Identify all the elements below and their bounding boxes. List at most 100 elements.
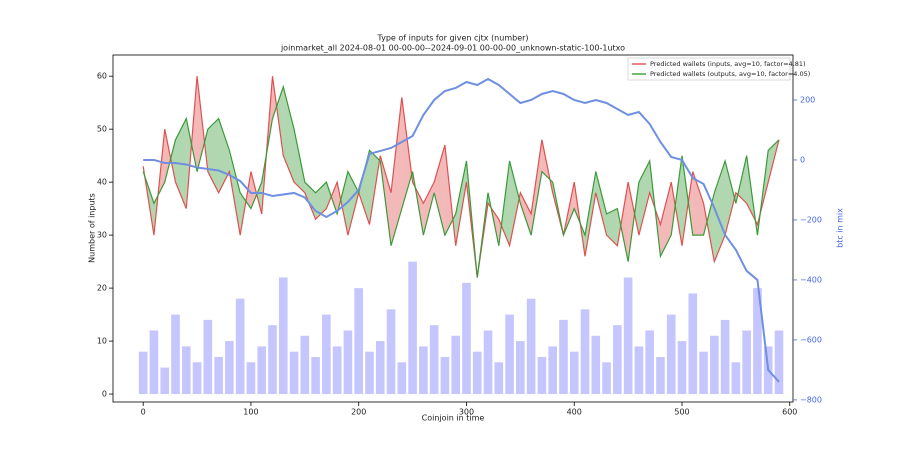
y2-tick-label: −600 (800, 335, 822, 344)
bar (246, 362, 256, 395)
bar (268, 325, 277, 395)
fill-between (628, 182, 635, 262)
bar (645, 330, 654, 395)
fill-between (229, 150, 241, 236)
y-tick-label: 50 (97, 125, 107, 134)
bar (753, 288, 762, 395)
bar (429, 325, 439, 395)
y-tick-label: 10 (97, 337, 107, 346)
y-tick-label: 0 (102, 390, 107, 399)
fill-between (634, 182, 639, 236)
bar (634, 346, 644, 395)
bar (171, 314, 180, 395)
x-tick-label: 100 (243, 408, 258, 417)
y2-tick-label: −400 (800, 275, 822, 284)
x-tick-label: 400 (567, 408, 582, 417)
line (142, 84, 780, 278)
fill-between (170, 139, 176, 183)
bar (462, 282, 471, 395)
bar (613, 325, 622, 395)
bar (688, 293, 698, 395)
fill-between (682, 155, 689, 246)
bar (656, 356, 665, 395)
bar (742, 330, 751, 395)
fill-between (660, 182, 672, 257)
x-tick-label: 300 (459, 408, 474, 417)
y-tick-label: 40 (97, 178, 107, 187)
fill-between (606, 208, 618, 246)
bar (408, 261, 417, 395)
bar (580, 309, 590, 395)
bar (623, 277, 633, 395)
y2-tick-label: −200 (800, 215, 822, 224)
chart-title: Type of inputs for given cjtx (number) (376, 34, 528, 43)
bar (569, 351, 579, 395)
bar (548, 346, 557, 395)
fill-between (434, 145, 445, 236)
y-tick-label: 20 (97, 284, 107, 293)
bar (365, 351, 374, 395)
fill-between (585, 171, 596, 257)
fill-between (706, 192, 715, 262)
fill-between (250, 171, 257, 209)
y-tick-label: 60 (97, 72, 107, 81)
fill-between (347, 171, 359, 236)
fill-between (401, 97, 412, 209)
fill-between (501, 160, 510, 246)
line (142, 76, 780, 278)
bar (505, 314, 514, 395)
bar (322, 314, 331, 395)
bar (181, 346, 191, 395)
fill-between (671, 182, 676, 236)
bar (774, 330, 784, 395)
bar (720, 319, 730, 395)
fill-between (337, 182, 341, 214)
legend-label: Predicted wallets (outputs, avg=10, fact… (650, 70, 810, 78)
fill-between (455, 160, 467, 246)
bar (731, 362, 741, 395)
fill-between (304, 182, 316, 220)
bar (516, 341, 525, 395)
line (143, 77, 780, 383)
fill-between (725, 160, 735, 236)
bar (332, 346, 342, 395)
bar (602, 362, 611, 395)
bar (440, 356, 450, 395)
fill-between (315, 182, 327, 220)
bar (354, 288, 364, 395)
bar (375, 341, 385, 395)
bar (537, 356, 547, 395)
y-tick-label: 30 (97, 231, 107, 240)
bar (677, 341, 687, 395)
bar (397, 362, 407, 395)
fill-between (638, 160, 650, 236)
bar (526, 298, 536, 395)
bar (289, 351, 299, 395)
bar (203, 319, 213, 395)
fill-between (703, 203, 707, 236)
fill-between (340, 171, 348, 236)
bar (278, 277, 288, 395)
fill-between (207, 118, 219, 193)
x-tick-label: 200 (351, 408, 366, 417)
fill-between (675, 155, 683, 246)
bar (472, 351, 482, 395)
y2-tick-label: 0 (800, 155, 805, 164)
x-tick-label: 500 (674, 408, 689, 417)
y-axis-label: Number of inputs (88, 193, 97, 263)
fill-between (423, 182, 435, 236)
bar (343, 330, 353, 395)
bar (300, 335, 310, 395)
bar (483, 330, 493, 395)
bar (149, 330, 159, 395)
fill-between (531, 139, 542, 236)
bar (591, 335, 601, 395)
fill-between (688, 171, 693, 236)
bar (257, 346, 267, 395)
bar (559, 319, 568, 395)
fill-between (620, 182, 629, 262)
bar (419, 346, 428, 395)
fill-between (595, 171, 607, 236)
bar (138, 351, 148, 395)
